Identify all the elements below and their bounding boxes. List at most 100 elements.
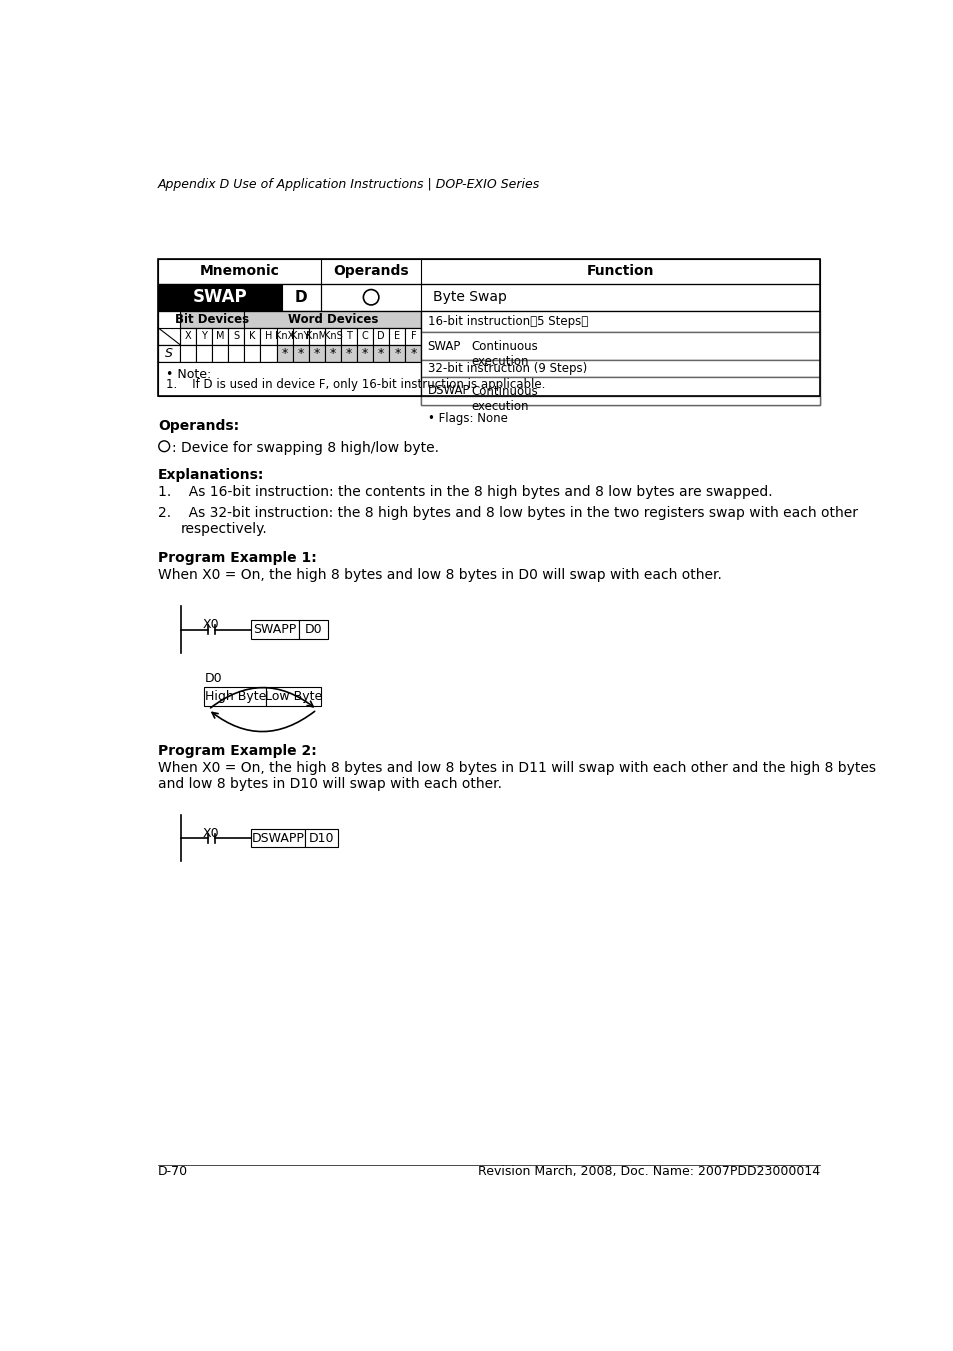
Text: DSWAP: DSWAP: [427, 384, 470, 397]
Bar: [244, 311, 421, 328]
Text: H: H: [265, 331, 272, 342]
Text: Continuous
execution: Continuous execution: [472, 340, 538, 367]
Bar: [228, 345, 244, 362]
Text: and low 8 bytes in D10 will swap with each other.: and low 8 bytes in D10 will swap with ea…: [158, 777, 501, 790]
Text: 1.    As 16-bit instruction: the contents in the 8 high bytes and 8 low bytes ar: 1. As 16-bit instruction: the contents i…: [158, 485, 772, 499]
Text: : Device for swapping 8 high/low byte.: : Device for swapping 8 high/low byte.: [172, 440, 438, 455]
Text: Function: Function: [586, 265, 654, 278]
Bar: [158, 345, 180, 362]
Bar: [276, 345, 293, 362]
Bar: [421, 311, 819, 332]
Bar: [266, 688, 320, 705]
Bar: [325, 345, 340, 362]
Bar: [421, 359, 819, 377]
Text: 1.    If D is used in device F, only 16-bit instruction is applicable.: 1. If D is used in device F, only 16-bit…: [166, 378, 544, 392]
Bar: [244, 345, 260, 362]
Bar: [180, 345, 196, 362]
Text: Word Devices: Word Devices: [288, 312, 377, 326]
Bar: [180, 328, 196, 345]
Text: KnS: KnS: [323, 331, 342, 342]
Bar: [158, 259, 819, 396]
Text: KnY: KnY: [292, 331, 310, 342]
Text: D: D: [377, 331, 385, 342]
Text: *: *: [346, 347, 352, 359]
Bar: [260, 328, 276, 345]
Bar: [244, 328, 260, 345]
Bar: [373, 328, 389, 345]
Bar: [309, 345, 325, 362]
Bar: [180, 311, 244, 328]
Bar: [282, 284, 320, 311]
Text: KnX: KnX: [274, 331, 294, 342]
Bar: [421, 377, 819, 405]
Text: Program Example 1:: Program Example 1:: [158, 551, 316, 565]
Text: *: *: [297, 347, 304, 359]
Bar: [251, 830, 305, 847]
Text: D0: D0: [305, 623, 322, 636]
Text: F: F: [410, 331, 416, 342]
Text: *: *: [314, 347, 319, 359]
Text: D-70: D-70: [158, 1165, 188, 1178]
Text: *: *: [361, 347, 368, 359]
Text: *: *: [377, 347, 384, 359]
Text: Low Byte: Low Byte: [265, 690, 322, 703]
Text: SWAP: SWAP: [193, 288, 247, 307]
Text: SWAP: SWAP: [427, 339, 460, 353]
Bar: [158, 284, 819, 311]
Bar: [212, 328, 228, 345]
Bar: [405, 345, 421, 362]
Text: 2.    As 32-bit instruction: the 8 high bytes and 8 low bytes in the two registe: 2. As 32-bit instruction: the 8 high byt…: [158, 507, 857, 520]
Bar: [421, 396, 819, 405]
Text: 32-bit instruction (9 Steps): 32-bit instruction (9 Steps): [427, 362, 586, 376]
Text: Explanations:: Explanations:: [158, 467, 264, 482]
Text: Program Example 2:: Program Example 2:: [158, 744, 316, 758]
Bar: [325, 328, 340, 345]
Text: Continuous
execution: Continuous execution: [472, 385, 538, 412]
Text: S: S: [233, 331, 239, 342]
Bar: [309, 328, 325, 345]
Text: Operands: Operands: [333, 265, 409, 278]
Text: M: M: [215, 331, 224, 342]
Bar: [196, 345, 212, 362]
Text: K: K: [249, 331, 255, 342]
Bar: [356, 345, 373, 362]
Text: Appendix D Use of Application Instructions | DOP-EXIO Series: Appendix D Use of Application Instructio…: [158, 178, 539, 192]
Bar: [340, 328, 356, 345]
Text: High Byte: High Byte: [205, 690, 266, 703]
Bar: [389, 328, 405, 345]
Bar: [251, 620, 298, 639]
Text: KnM: KnM: [306, 331, 327, 342]
Text: Y: Y: [201, 331, 207, 342]
Bar: [373, 345, 389, 362]
Text: When X0 = On, the high 8 bytes and low 8 bytes in D11 will swap with each other : When X0 = On, the high 8 bytes and low 8…: [158, 761, 875, 775]
Text: Revision March, 2008, Doc. Name: 2007PDD23000014: Revision March, 2008, Doc. Name: 2007PDD…: [477, 1165, 819, 1178]
Bar: [260, 345, 276, 362]
Bar: [204, 688, 266, 705]
Bar: [276, 328, 293, 345]
Text: Operands:: Operands:: [158, 419, 239, 434]
Bar: [305, 830, 337, 847]
Bar: [228, 328, 244, 345]
Text: D10: D10: [309, 832, 334, 844]
Text: D0: D0: [204, 671, 222, 685]
Bar: [158, 259, 819, 284]
Text: T: T: [346, 331, 352, 342]
Text: Bit Devices: Bit Devices: [175, 312, 249, 326]
Bar: [421, 332, 819, 359]
Text: Byte Swap: Byte Swap: [433, 290, 506, 304]
Text: DSWAPP: DSWAPP: [252, 832, 304, 844]
Text: When X0 = On, the high 8 bytes and low 8 bytes in D0 will swap with each other.: When X0 = On, the high 8 bytes and low 8…: [158, 567, 721, 582]
Bar: [158, 362, 421, 396]
Text: X0: X0: [203, 827, 219, 839]
Text: • Flags: None: • Flags: None: [427, 412, 507, 426]
Text: S: S: [165, 347, 172, 359]
Text: SWAPP: SWAPP: [253, 623, 296, 636]
Text: D: D: [294, 289, 308, 305]
Bar: [158, 311, 180, 345]
Bar: [389, 345, 405, 362]
Text: X0: X0: [203, 617, 219, 631]
Text: Mnemonic: Mnemonic: [199, 265, 279, 278]
Text: • Note:: • Note:: [166, 367, 211, 381]
Bar: [405, 328, 421, 345]
Text: *: *: [410, 347, 416, 359]
